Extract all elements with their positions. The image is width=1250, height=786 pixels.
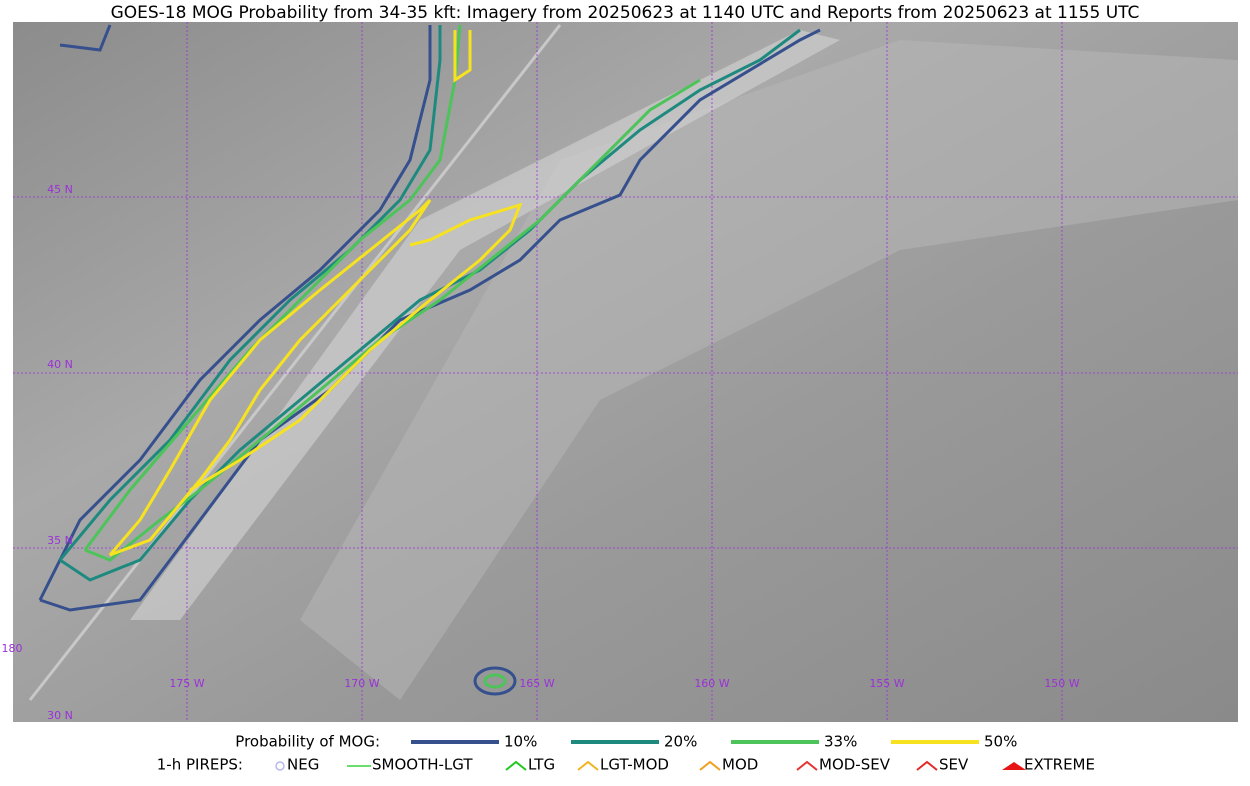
legend-label: EXTREME — [1024, 756, 1095, 774]
lon-label: 180 — [2, 642, 23, 655]
lat-label: 35 N — [47, 534, 73, 547]
title: GOES-18 MOG Probability from 34-35 kft: … — [111, 3, 1140, 23]
legend-label: 50% — [984, 733, 1017, 751]
legend-label: LTG — [528, 756, 555, 774]
legend: Probability of MOG: 10% 20% 33% 50% 1-h PIREP… — [157, 733, 1095, 774]
legend-symbol — [796, 760, 818, 771]
graticule-labels: 45 N 40 N 35 N 30 N 175 W 170 W 165 W 160 W 155 … — [2, 183, 1080, 722]
legend-title: 1-h PIREPS: — [157, 756, 243, 774]
legend-title: Probability of MOG: — [235, 733, 380, 751]
legend-label: SMOOTH-LGT — [372, 756, 473, 774]
contour-10 — [473, 666, 517, 696]
lat-label: 40 N — [47, 358, 73, 371]
lat-label: 30 N — [47, 709, 73, 722]
legend-symbol — [505, 760, 527, 771]
legend-symbol — [577, 760, 599, 771]
contours — [38, 24, 821, 696]
legend-label: MOD-SEV — [819, 756, 891, 774]
legend-symbol — [916, 760, 938, 771]
contour-33 — [483, 673, 507, 689]
cloud-band — [300, 40, 1238, 700]
legend-label: LGT-MOD — [600, 756, 669, 774]
lon-label: 165 W — [519, 677, 554, 690]
contrail — [28, 24, 562, 701]
legend-symbol — [699, 760, 721, 771]
graticule — [13, 22, 1238, 722]
lon-label: 155 W — [869, 677, 904, 690]
legend-label: 20% — [664, 733, 697, 751]
legend-label: SEV — [939, 756, 969, 774]
lon-label: 175 W — [169, 677, 204, 690]
cloud-band — [130, 30, 840, 620]
legend-symbol — [275, 761, 285, 771]
lat-label: 45 N — [47, 183, 73, 196]
legend-label: NEG — [287, 756, 319, 774]
legend-label: MOD — [722, 756, 758, 774]
legend-symbol — [1002, 762, 1026, 770]
contour-50 — [108, 30, 523, 557]
legend-label: 33% — [824, 733, 857, 751]
lon-label: 160 W — [694, 677, 729, 690]
contour-10 — [38, 24, 821, 612]
lon-label: 150 W — [1044, 677, 1079, 690]
legend-label: 10% — [504, 733, 537, 751]
lon-label: 170 W — [344, 677, 379, 690]
contour-20 — [58, 25, 801, 582]
